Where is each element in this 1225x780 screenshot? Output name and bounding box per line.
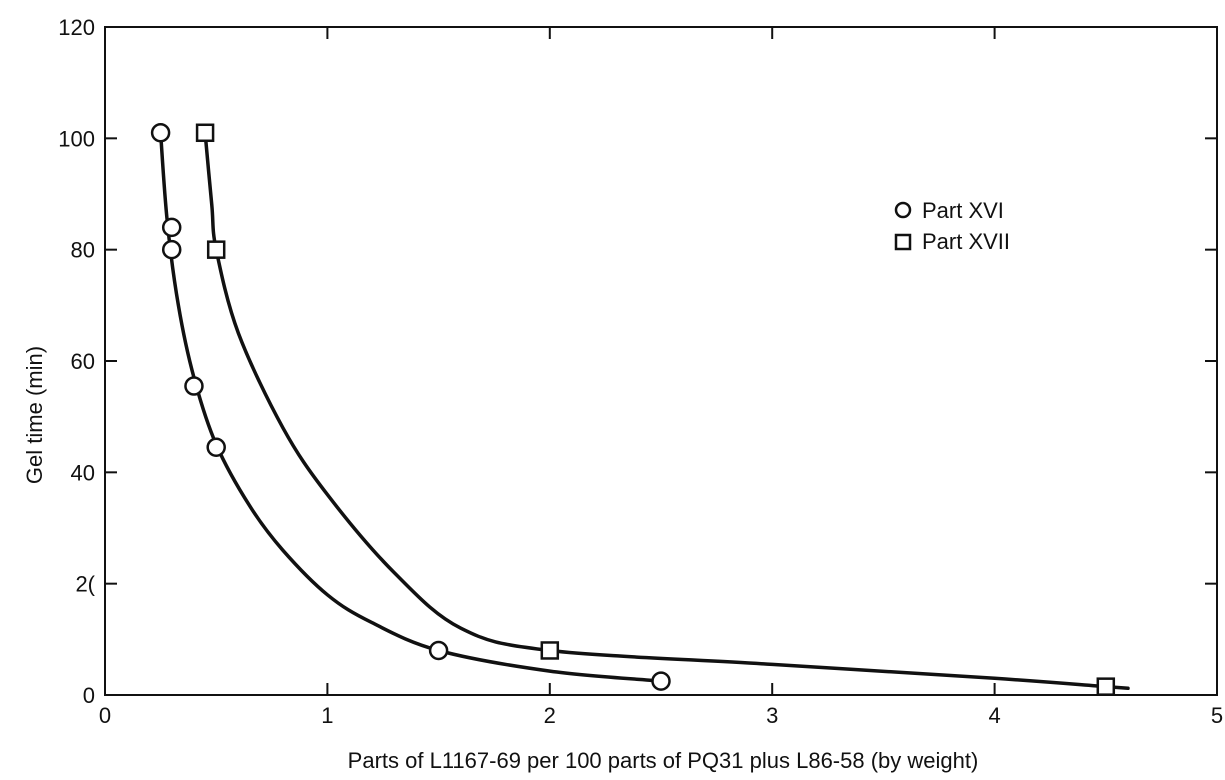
y-tick-label: 40 — [71, 460, 95, 485]
y-tick-label: 80 — [71, 238, 95, 263]
legend-label-part-xvi: Part XVI — [922, 198, 1004, 223]
legend: Part XVI Part XVII — [894, 198, 1010, 254]
x-tick-label: 1 — [321, 703, 333, 728]
x-tick-label: 0 — [99, 703, 111, 728]
x-tick-label: 2 — [544, 703, 556, 728]
plot-border — [104, 26, 1218, 696]
point-part-xvii — [540, 641, 560, 660]
legend-label-part-xvii: Part XVII — [922, 229, 1010, 254]
point-part-xvi — [161, 217, 182, 238]
y-tick-label: 100 — [58, 126, 95, 151]
point-part-xvi — [150, 123, 171, 143]
point-part-xvii — [1096, 677, 1116, 696]
axis-ticks: 0 1 2 3 4 5 0 2( 40 60 80 100 120 — [58, 15, 1223, 728]
x-tick-label: 5 — [1211, 703, 1223, 728]
point-part-xvi — [161, 239, 182, 260]
y-tick-label: 60 — [71, 349, 95, 374]
y-tick-label: 0 — [83, 683, 95, 708]
fitted-curves — [158, 131, 1130, 691]
data-points — [150, 123, 1116, 696]
y-axis-title: Gel time (min) — [22, 346, 47, 484]
y-tick-label: 2( — [75, 572, 95, 597]
point-part-xvi — [206, 437, 226, 458]
point-part-xvii — [195, 123, 215, 143]
x-axis-title: Parts of L1167-69 per 100 parts of PQ31 … — [348, 748, 979, 773]
curve-series-1 — [203, 131, 1130, 691]
y-tick-label: 120 — [58, 15, 95, 40]
curve-series-0 — [158, 131, 663, 683]
x-tick-label: 3 — [766, 703, 778, 728]
point-part-xvii — [206, 240, 226, 259]
legend-marker-part-xvii — [894, 233, 912, 251]
plot-frame — [104, 26, 1218, 696]
x-tick-label: 4 — [988, 703, 1000, 728]
legend-marker-part-xvi — [894, 201, 912, 219]
point-part-xvi — [428, 640, 449, 661]
point-part-xvi — [184, 376, 204, 396]
point-part-xvi — [651, 671, 671, 691]
